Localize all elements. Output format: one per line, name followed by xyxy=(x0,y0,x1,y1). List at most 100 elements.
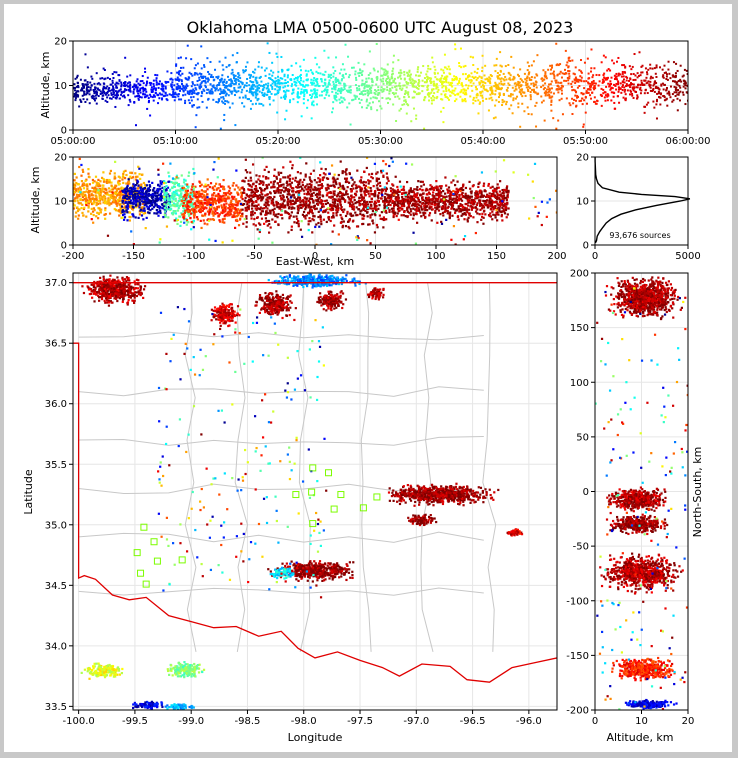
time-height-source xyxy=(153,87,156,90)
ew-height-source xyxy=(191,188,194,191)
ew-height-source xyxy=(297,183,300,187)
time-height-source xyxy=(623,86,626,89)
time-height-source xyxy=(153,95,156,98)
ew-height-source xyxy=(174,212,178,215)
time-height-source xyxy=(294,83,297,86)
ew-height-source xyxy=(234,210,237,213)
ew-height-source xyxy=(76,206,79,209)
time-height-source xyxy=(83,90,86,93)
ew-height-source xyxy=(193,216,196,219)
ew-height-source xyxy=(224,213,227,216)
ew-height-source xyxy=(163,203,166,206)
ew-height-source xyxy=(149,200,152,203)
time-height-source xyxy=(418,85,421,88)
time-height-source xyxy=(142,93,145,96)
ew-height-source xyxy=(377,194,380,197)
ew-height-source xyxy=(125,173,128,177)
ew-height-source xyxy=(266,196,269,199)
ew-height-source xyxy=(255,187,258,190)
time-height-source xyxy=(658,96,661,99)
time-height-source xyxy=(436,72,439,75)
ew-height-source xyxy=(99,184,102,187)
time-height-source xyxy=(228,89,231,92)
time-height-source xyxy=(157,86,160,89)
time-height-source xyxy=(481,70,484,73)
time-height-source xyxy=(73,92,76,95)
time-height-source xyxy=(524,81,527,84)
ew-height-source xyxy=(122,196,125,199)
ew-height-source xyxy=(202,190,205,193)
time-height-source xyxy=(277,75,280,78)
time-height-source xyxy=(447,98,450,101)
time-height-source xyxy=(386,71,389,74)
time-height-source xyxy=(312,88,315,91)
ew-height-source xyxy=(205,207,208,210)
time-height-source xyxy=(565,79,568,82)
ew-height-source xyxy=(359,190,362,193)
ew-height-source xyxy=(246,203,249,206)
ew-height-source xyxy=(95,188,98,191)
time-height-source xyxy=(374,89,377,92)
time-height-source xyxy=(111,72,114,75)
ew-height-source xyxy=(119,211,123,215)
ew-height-source xyxy=(86,185,89,188)
time-height-source xyxy=(282,90,285,93)
time-height-source xyxy=(195,114,198,117)
ew-height-source xyxy=(135,200,138,203)
ew-height-source xyxy=(319,218,322,221)
time-height-source xyxy=(472,98,475,101)
time-height-source xyxy=(442,90,445,93)
ew-height-source xyxy=(190,212,193,215)
time-height-source xyxy=(154,91,157,94)
time-height-source xyxy=(392,103,395,106)
time-height-source xyxy=(119,88,122,91)
time-height-source xyxy=(426,70,429,73)
ew-height-source xyxy=(93,201,96,204)
ew-height-source xyxy=(221,185,224,188)
time-height-source xyxy=(331,107,334,110)
ew-height-source xyxy=(292,189,295,193)
time-height-source xyxy=(101,97,104,100)
ew-height-source xyxy=(140,200,143,203)
time-height-source xyxy=(200,90,203,93)
ew-height-source xyxy=(77,187,80,190)
ew-height-source xyxy=(98,199,102,202)
time-height-source xyxy=(625,83,628,86)
time-height-source xyxy=(435,85,438,88)
ew-height-source xyxy=(174,189,178,192)
time-height-source xyxy=(510,55,513,58)
ew-height-source xyxy=(273,174,276,177)
time-height-source xyxy=(626,89,629,92)
time-height-source xyxy=(222,91,225,94)
ew-height-source xyxy=(141,202,145,205)
ew-height-source xyxy=(110,195,114,198)
time-height-source xyxy=(263,69,266,72)
ew-height-source xyxy=(163,210,167,213)
ew-height-source xyxy=(108,198,111,201)
time-height-source xyxy=(547,68,550,71)
ew-height-source xyxy=(118,198,121,201)
ew-height-source xyxy=(180,202,183,205)
time-height-source xyxy=(503,79,506,82)
time-height-source xyxy=(271,61,274,64)
ew-height-source xyxy=(369,186,372,190)
time-height-source xyxy=(476,77,479,80)
ew-height-source xyxy=(374,207,377,210)
ew-height-source xyxy=(297,222,300,226)
ew-height-source xyxy=(251,207,254,210)
ew-height-source xyxy=(92,190,95,193)
time-height-source xyxy=(176,88,179,91)
ew-height-source xyxy=(344,171,347,174)
ew-height-source xyxy=(309,178,312,181)
ew-height-source xyxy=(365,211,369,214)
ew-height-source xyxy=(92,202,95,205)
ew-height-source xyxy=(235,200,238,203)
time-height-source xyxy=(295,81,298,84)
ew-height-source xyxy=(118,214,121,217)
time-height-source xyxy=(500,77,503,80)
time-height-source xyxy=(164,87,167,90)
time-height-source xyxy=(615,72,618,75)
time-height-source xyxy=(518,86,521,89)
time-height-source xyxy=(222,90,225,93)
time-height-source xyxy=(447,88,450,91)
